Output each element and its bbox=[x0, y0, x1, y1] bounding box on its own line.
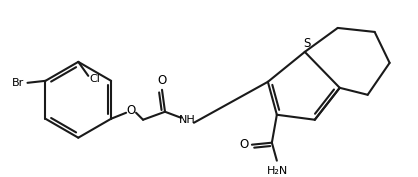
Text: O: O bbox=[158, 74, 167, 87]
Text: S: S bbox=[303, 37, 311, 50]
Text: H₂N: H₂N bbox=[267, 166, 288, 176]
Text: O: O bbox=[239, 138, 249, 151]
Text: Br: Br bbox=[11, 78, 24, 88]
Text: Cl: Cl bbox=[90, 74, 101, 84]
Text: NH: NH bbox=[178, 115, 195, 125]
Text: O: O bbox=[127, 104, 136, 117]
